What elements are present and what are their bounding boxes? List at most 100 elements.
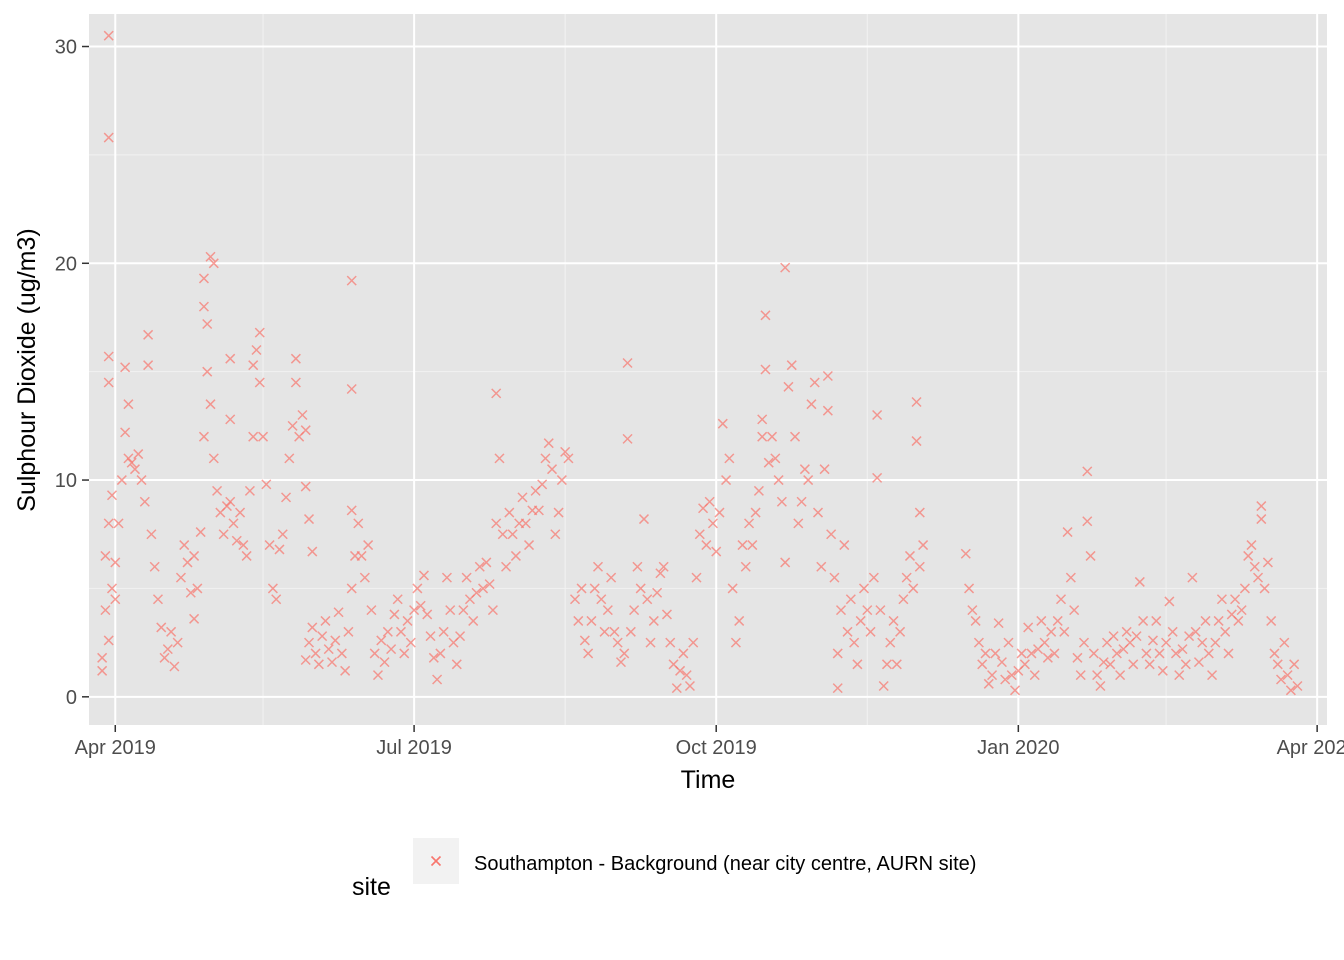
data-point <box>780 262 791 273</box>
data-point <box>1285 685 1296 696</box>
major-gridlines <box>89 14 1327 725</box>
data-point <box>987 670 998 681</box>
data-point <box>1266 615 1277 626</box>
data-point <box>143 329 154 340</box>
data-point <box>166 626 177 637</box>
data-point <box>822 370 833 382</box>
data-point <box>638 514 649 525</box>
data-point <box>474 561 485 572</box>
data-point <box>458 605 469 616</box>
data-point <box>133 449 144 460</box>
data-point <box>579 635 590 646</box>
data-point <box>438 626 449 637</box>
data-point <box>487 605 498 616</box>
y-tick-label: 10 <box>55 470 77 492</box>
data-point <box>849 637 860 648</box>
data-point <box>1200 615 1211 626</box>
data-point <box>1236 605 1247 616</box>
data-point <box>441 572 452 583</box>
data-point <box>100 605 111 616</box>
data-point <box>993 618 1004 629</box>
data-point <box>189 550 200 561</box>
data-point <box>418 570 429 581</box>
data-point <box>1085 550 1096 561</box>
data-point <box>343 626 354 637</box>
data-point <box>885 637 896 648</box>
data-point <box>110 557 121 568</box>
data-point <box>1088 648 1099 659</box>
data-point <box>100 550 111 561</box>
data-point <box>760 310 771 321</box>
data-point <box>169 661 180 672</box>
data-point <box>202 318 213 330</box>
data-point <box>346 275 357 286</box>
data-point <box>313 659 324 670</box>
data-point <box>261 479 272 490</box>
data-point <box>1154 648 1165 659</box>
data-point <box>599 626 610 637</box>
data-point <box>1220 626 1231 637</box>
data-point <box>113 518 124 529</box>
data-point <box>1039 637 1050 648</box>
data-point <box>609 626 620 637</box>
data-point <box>1174 670 1185 681</box>
data-point <box>855 615 866 626</box>
data-point <box>1213 615 1224 626</box>
data-point <box>1092 670 1103 681</box>
data-point <box>254 327 265 338</box>
data-point <box>1259 583 1270 594</box>
data-point <box>415 600 426 611</box>
data-point <box>195 527 206 538</box>
data-point <box>290 377 301 388</box>
data-point <box>592 561 604 572</box>
data-point <box>967 605 978 616</box>
data-point <box>267 583 278 594</box>
data-point <box>399 648 410 659</box>
data-point <box>205 251 216 262</box>
data-point <box>198 431 209 442</box>
data-point <box>330 635 341 646</box>
data-point <box>478 583 489 594</box>
data-point <box>872 472 883 483</box>
data-point <box>106 490 118 501</box>
data-point <box>918 540 929 551</box>
data-point <box>208 258 219 269</box>
data-point <box>622 357 633 369</box>
data-point <box>684 680 695 692</box>
x-tick-label: Jan 2020 <box>977 737 1059 759</box>
data-point <box>218 529 229 540</box>
data-point <box>326 657 338 668</box>
data-point <box>244 485 255 496</box>
data-point <box>336 648 347 659</box>
data-point <box>287 420 298 431</box>
data-point <box>1134 576 1145 587</box>
data-point <box>251 344 262 356</box>
data-point <box>881 659 892 670</box>
data-point <box>192 583 203 594</box>
data-point <box>376 635 387 646</box>
data-point <box>819 464 830 475</box>
data-point <box>277 529 288 540</box>
data-point <box>395 626 406 637</box>
data-point <box>783 381 794 392</box>
data-point <box>671 683 682 694</box>
data-point <box>632 561 643 572</box>
data-point <box>1239 583 1250 594</box>
legend: site Southampton - Background (near city… <box>352 838 976 901</box>
data-point <box>839 540 850 551</box>
data-point <box>491 388 502 399</box>
data-point <box>231 535 242 546</box>
data-point <box>1233 615 1244 626</box>
data-point <box>1138 615 1149 626</box>
data-point <box>1082 516 1093 527</box>
data-point <box>576 583 587 594</box>
data-point <box>103 635 114 646</box>
data-point <box>172 637 183 648</box>
data-point <box>1003 637 1014 648</box>
data-point <box>152 594 163 605</box>
data-point <box>1289 659 1300 670</box>
data-point <box>1210 637 1221 648</box>
data-point <box>625 626 636 637</box>
data-point <box>435 648 446 659</box>
